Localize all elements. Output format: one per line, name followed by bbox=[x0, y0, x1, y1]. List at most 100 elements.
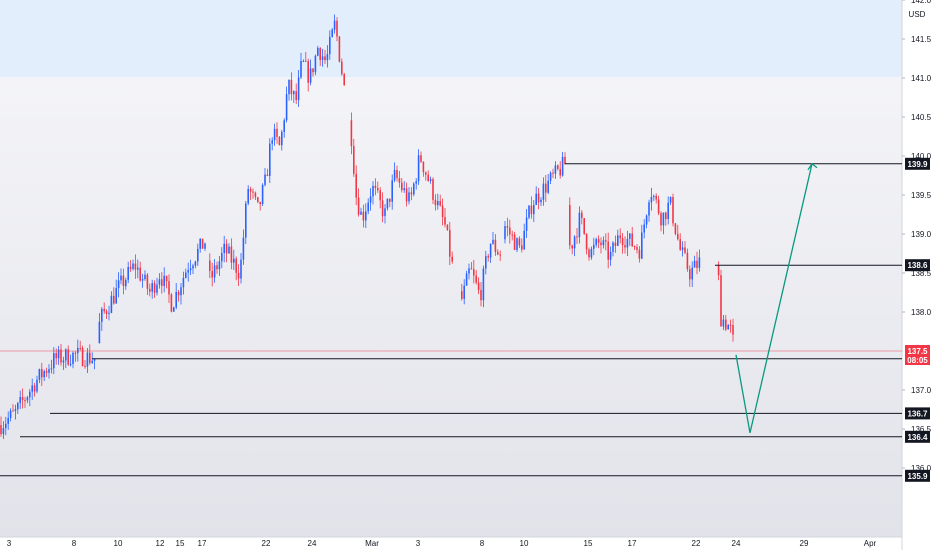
candle-body bbox=[696, 260, 698, 268]
candle-body bbox=[631, 233, 633, 247]
candle-body bbox=[173, 307, 175, 312]
candle-body bbox=[377, 188, 379, 191]
candle-body bbox=[165, 275, 168, 282]
candle-body bbox=[156, 284, 158, 293]
candle-body bbox=[204, 243, 206, 249]
candle-body bbox=[693, 260, 696, 268]
candle-body bbox=[7, 417, 9, 424]
candle-body bbox=[468, 268, 470, 274]
candle-body bbox=[593, 244, 595, 249]
candle-body bbox=[521, 245, 523, 250]
candle-body bbox=[722, 319, 725, 327]
candle-body bbox=[333, 20, 336, 30]
candle-body bbox=[607, 241, 609, 260]
candle-body bbox=[669, 197, 672, 203]
candle-body bbox=[26, 397, 29, 401]
candle-body bbox=[108, 312, 110, 314]
candle-body bbox=[254, 192, 257, 198]
candle-body bbox=[290, 79, 293, 95]
candle-body bbox=[583, 218, 585, 234]
candle-body bbox=[681, 247, 684, 250]
candle-body bbox=[729, 324, 732, 326]
candle-body bbox=[653, 195, 655, 197]
candle-body bbox=[619, 235, 621, 239]
candle-body bbox=[261, 184, 264, 205]
price-axis: USD142.5142.0141.5141.0140.5140.0139.513… bbox=[902, 0, 932, 473]
candle-body bbox=[9, 410, 12, 418]
candle-body bbox=[93, 358, 96, 361]
projection-path[interactable] bbox=[735, 163, 813, 434]
candle-body bbox=[127, 267, 129, 280]
candle-body bbox=[237, 272, 240, 279]
candle-body bbox=[717, 264, 720, 276]
candle-body bbox=[103, 308, 105, 312]
candle-body bbox=[398, 177, 401, 183]
candle-body bbox=[57, 349, 60, 359]
candle-body bbox=[509, 227, 511, 235]
level-price-tag bbox=[905, 259, 930, 272]
candle-body bbox=[655, 195, 657, 200]
candle-body bbox=[525, 217, 528, 231]
candle-body bbox=[427, 174, 429, 181]
candle-body bbox=[465, 273, 468, 286]
currency-label: USD bbox=[909, 10, 926, 19]
current-price-label: 137.5 bbox=[907, 347, 928, 356]
candle-body bbox=[381, 200, 384, 217]
price-tick-label: 136.0 bbox=[911, 464, 932, 473]
price-tick-label: 139.0 bbox=[911, 230, 932, 239]
candle-body bbox=[288, 79, 290, 95]
candle-body bbox=[72, 352, 74, 364]
candle-body bbox=[578, 212, 581, 238]
candle-body bbox=[137, 267, 139, 270]
candle-body bbox=[624, 245, 626, 248]
candle-body bbox=[194, 261, 197, 266]
candle-body bbox=[485, 256, 487, 269]
candle-body bbox=[614, 242, 617, 246]
candle-body bbox=[557, 165, 559, 169]
candle-body bbox=[115, 288, 117, 304]
candle-body bbox=[151, 283, 153, 292]
candle-body bbox=[101, 308, 103, 322]
candle-body bbox=[182, 277, 185, 288]
candle-body bbox=[362, 211, 365, 221]
candle-body bbox=[2, 428, 5, 435]
candle-body bbox=[441, 205, 444, 218]
candle-body bbox=[439, 201, 441, 206]
candle-body bbox=[545, 183, 547, 193]
candle-body bbox=[489, 243, 492, 258]
candle-body bbox=[185, 272, 187, 278]
candle-body bbox=[667, 202, 669, 220]
candle-body bbox=[218, 261, 221, 270]
candle-body bbox=[216, 265, 218, 270]
price-tick-label: 136.5 bbox=[911, 425, 932, 434]
candle-body bbox=[60, 349, 62, 363]
price-tick-label: 140.0 bbox=[911, 152, 932, 161]
candle-body bbox=[487, 256, 489, 258]
candle-body bbox=[158, 279, 161, 285]
candle-body bbox=[245, 203, 247, 238]
candle-body bbox=[621, 238, 624, 246]
levels-group bbox=[0, 163, 902, 477]
candle-body bbox=[86, 352, 89, 367]
candle-body bbox=[648, 202, 650, 216]
candle-body bbox=[660, 213, 662, 226]
candle-body bbox=[209, 260, 211, 271]
time-tick-label: 8 bbox=[480, 539, 485, 548]
candle-body bbox=[672, 197, 674, 224]
candle-body bbox=[175, 291, 177, 308]
candle-body bbox=[528, 205, 530, 218]
candle-body bbox=[595, 239, 597, 245]
candle-body bbox=[149, 288, 151, 292]
candle-body bbox=[369, 196, 372, 203]
time-tick-label: 12 bbox=[156, 539, 165, 548]
candle-body bbox=[336, 20, 338, 37]
candle-body bbox=[518, 238, 521, 246]
candle-body bbox=[153, 283, 156, 293]
candle-body bbox=[177, 291, 180, 296]
candle-body bbox=[326, 54, 329, 61]
candle-body bbox=[552, 172, 554, 174]
level-price-tag bbox=[905, 469, 930, 482]
candle-body bbox=[132, 263, 134, 269]
